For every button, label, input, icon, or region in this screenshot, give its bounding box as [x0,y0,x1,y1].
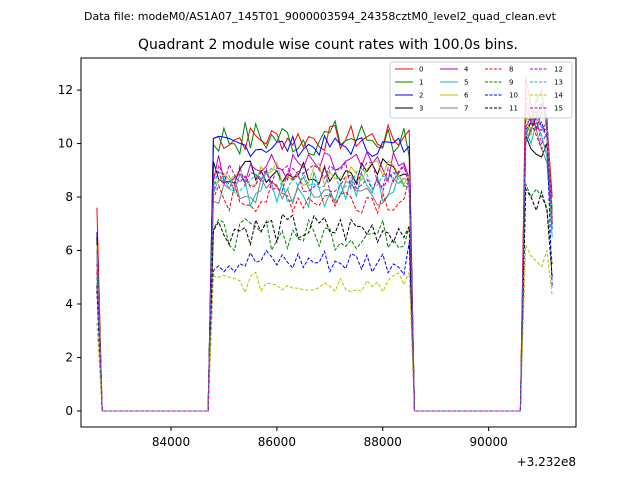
legend-label-12: 12 [554,66,563,74]
series-line-3 [96,135,553,412]
y-tick-label: 6 [65,244,73,258]
y-tick-label: 4 [65,297,73,311]
legend-label-1: 1 [419,79,423,87]
series-line-13 [96,110,553,412]
legend-label-6: 6 [464,92,469,100]
y-tick-label: 10 [58,137,73,151]
legend-label-2: 2 [419,92,423,100]
legend-label-10: 10 [509,92,518,100]
x-tick-label: 88000 [364,435,402,449]
y-axis: 0 2 4 6 8 10 12 [58,83,81,418]
legend-label-3: 3 [419,105,423,113]
legend-label-14: 14 [554,92,563,100]
legend-label-15: 15 [554,105,563,113]
legend-label-11: 11 [509,105,518,113]
x-axis: 84000 86000 88000 90000 [152,427,508,449]
legend-label-5: 5 [464,79,468,87]
series-line-15 [96,103,553,412]
legend-label-8: 8 [509,66,513,74]
legend-label-7: 7 [464,105,468,113]
x-tick-label: 84000 [152,435,190,449]
legend-label-9: 9 [509,79,513,87]
x-offset-label: +3.232e8 [517,455,576,469]
plot-frame [80,57,577,428]
series-line-11 [96,187,553,412]
y-tick-label: 12 [58,83,73,97]
x-tick-label: 90000 [470,435,508,449]
series-line-0 [96,76,553,412]
series-line-7 [96,126,553,412]
y-tick-label: 8 [65,190,73,204]
chart-suptitle: Data file: modeM0/AS1A07_145T01_90000035… [84,10,557,23]
y-tick-label: 0 [65,404,73,418]
legend-label-4: 4 [464,66,469,74]
series-line-4 [96,110,553,412]
legend-box [389,61,573,119]
x-tick-label: 86000 [258,435,296,449]
legend-label-13: 13 [554,79,563,87]
series-line-12 [96,110,553,412]
legend-label-0: 0 [419,66,423,74]
series-line-14 [96,244,553,412]
plot-lines [96,76,553,412]
y-tick-label: 2 [65,350,73,364]
chart-title: Quadrant 2 module wise count rates with … [138,37,518,53]
